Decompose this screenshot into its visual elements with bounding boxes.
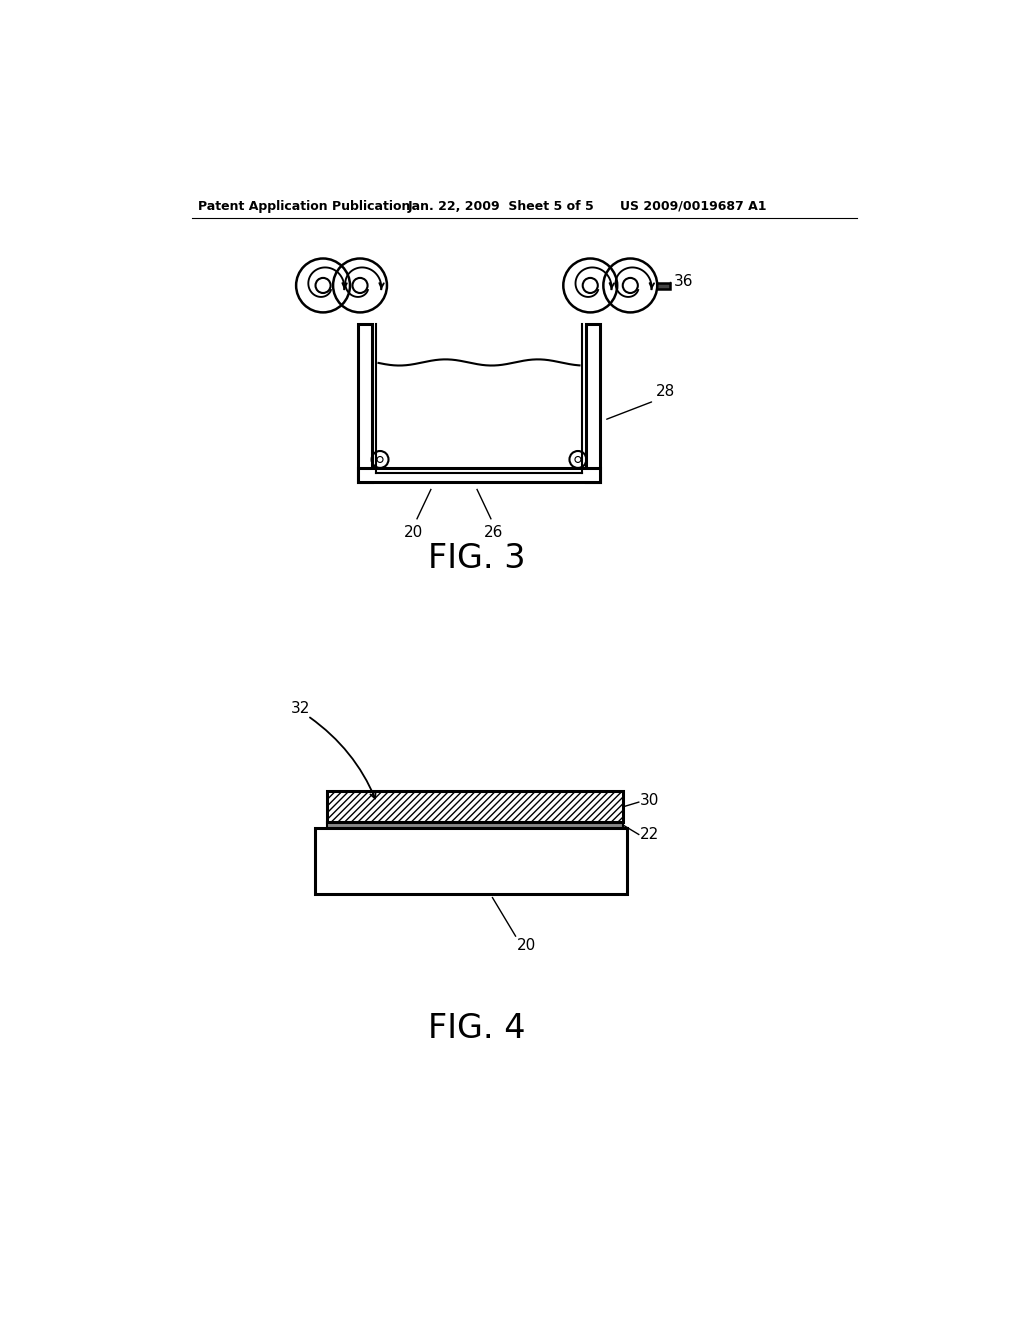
Bar <box>315 829 628 894</box>
Text: 28: 28 <box>655 384 675 400</box>
Bar <box>300 284 372 289</box>
Text: 22: 22 <box>640 826 659 842</box>
Bar <box>587 284 670 289</box>
Bar <box>327 822 624 829</box>
Bar <box>357 469 600 482</box>
Bar <box>587 323 600 482</box>
Text: Jan. 22, 2009  Sheet 5 of 5: Jan. 22, 2009 Sheet 5 of 5 <box>408 199 595 213</box>
Text: 30: 30 <box>640 793 659 808</box>
Circle shape <box>333 259 387 313</box>
Text: 20: 20 <box>517 937 537 953</box>
Text: FIG. 4: FIG. 4 <box>428 1012 525 1045</box>
Bar <box>327 792 624 822</box>
Text: US 2009/0019687 A1: US 2009/0019687 A1 <box>620 199 766 213</box>
Text: Patent Application Publication: Patent Application Publication <box>199 199 411 213</box>
Circle shape <box>603 259 657 313</box>
Bar <box>357 323 372 482</box>
Text: 32: 32 <box>291 701 310 717</box>
Circle shape <box>563 259 617 313</box>
Text: FIG. 3: FIG. 3 <box>428 543 525 576</box>
Text: 26: 26 <box>484 525 504 540</box>
Text: 20: 20 <box>404 525 424 540</box>
Circle shape <box>296 259 350 313</box>
Text: 36: 36 <box>674 275 693 289</box>
